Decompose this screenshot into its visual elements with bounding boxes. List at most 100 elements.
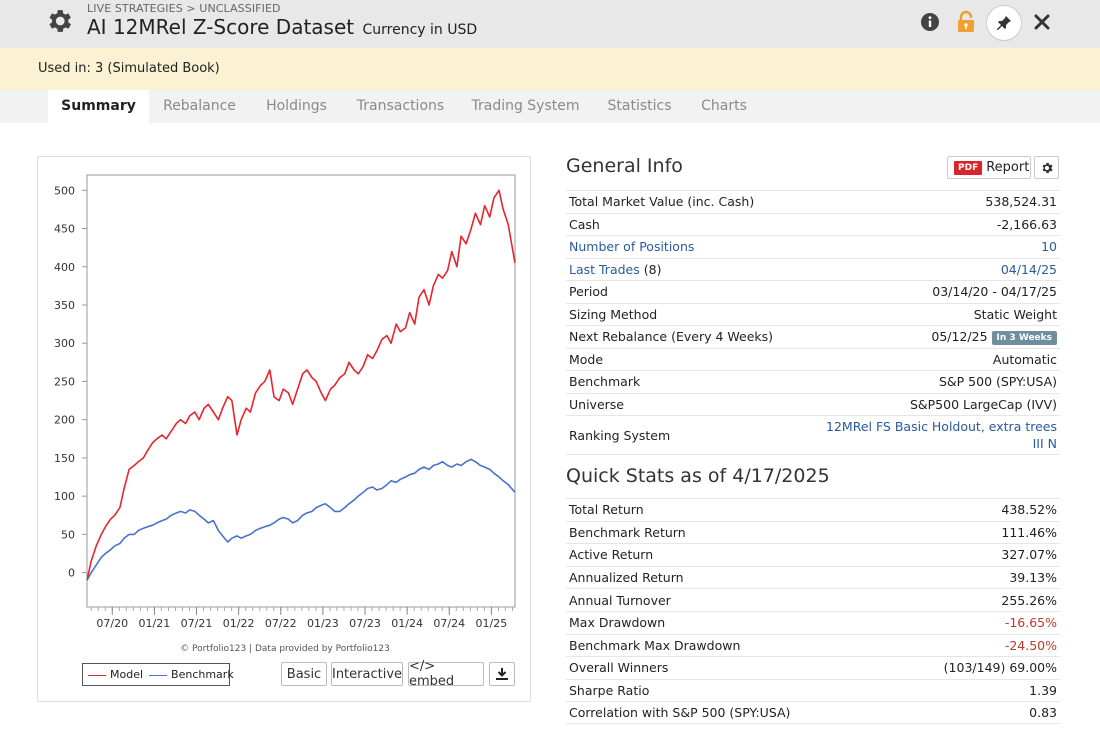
status-badge: In 3 Weeks [991,330,1057,345]
currency-label: Currency in USD [362,22,478,38]
y-tick-label: 350 [54,299,75,312]
legend-swatch-benchmark [149,674,168,676]
y-tick-label: 400 [54,261,75,274]
row-label: Last Trades (8) [569,262,661,277]
tab-charts[interactable]: Charts [701,98,747,114]
x-tick-label: 01/24 [391,617,423,630]
tab-summary[interactable]: Summary [48,90,149,123]
settings-button[interactable] [1034,156,1059,179]
row-label: Active Return [569,547,654,563]
row-label: Sharpe Ratio [569,683,650,699]
row-label: Benchmark Max Drawdown [569,637,741,653]
x-tick-label: 07/22 [265,617,297,630]
page-title: AI 12MRel Z-Score Dataset Currency in US… [87,15,477,39]
row-label: Annualized Return [569,570,684,586]
used-in-bar: Used in: 3 (Simulated Book) [0,48,1100,90]
legend-label-benchmark: Benchmark [171,668,234,681]
series-line-benchmark [86,458,516,581]
row-label: Overall Winners [569,660,669,676]
row-label: Benchmark Return [569,524,686,540]
row-value: S&P 500 (SPY:USA) [938,374,1057,390]
table-row: Period 03/14/20 - 04/17/25 [566,280,1060,303]
x-tick-label: 01/22 [223,617,255,630]
quick-stats-table: Total Return 438.52% Benchmark Return 11… [566,498,1060,724]
legend-label-model: Model [110,668,144,681]
number-of-positions-link[interactable]: Number of Positions [569,239,695,255]
tab-rebalance[interactable]: Rebalance [163,98,236,114]
last-trades-link[interactable]: Last Trades [569,261,640,277]
tab-bar: Summary Rebalance Holdings Transactions … [0,90,1100,123]
ranking-system-link[interactable]: 12MRel FS Basic Holdout, extra trees III … [826,418,1057,452]
pdf-icon: PDF [954,160,983,175]
positions-count-link[interactable]: 10 [1041,239,1057,255]
close-icon[interactable] [1028,8,1056,36]
row-value: Automatic [992,351,1057,367]
row-value: 05/12/25 In 3 Weeks [931,329,1057,345]
row-label: Mode [569,351,604,367]
x-tick-label: 01/25 [476,617,508,630]
performance-chart[interactable]: 0 50 100 150 200 250 300 350 400 450 500 07/20 01/21… [38,157,532,641]
y-tick-label: 0 [68,567,75,580]
strategy-name: AI 12MRel Z-Score Dataset [87,15,355,39]
y-tick-label: 50 [61,528,75,541]
ranking-system-name-cont: III N [1032,436,1057,451]
row-value: 327.07% [1001,547,1057,563]
gear-icon [1042,162,1053,173]
used-in-text[interactable]: Used in: 3 (Simulated Book) [38,61,220,76]
row-label: Sizing Method [569,306,658,322]
row-label: Correlation with S&P 500 (SPY:USA) [569,705,791,721]
table-row: Sizing Method Static Weight [566,302,1060,326]
tab-trading-system[interactable]: Trading System [471,98,580,114]
y-tick-label: 200 [54,414,75,427]
row-value: 1.39 [1029,683,1057,699]
row-value: -16.65% [1004,615,1057,631]
row-value: 538,524.31 [985,194,1057,210]
performance-chart-panel: 0 50 100 150 200 250 300 350 400 450 500 07/20 01/21… [37,156,531,702]
tab-transactions[interactable]: Transactions [356,98,445,114]
table-row: Annual Turnover 255.26% [566,588,1060,611]
table-row: Correlation with S&P 500 (SPY:USA) 0.83 [566,701,1060,724]
table-row: Sharpe Ratio 1.39 [566,678,1060,702]
row-value: (103/149) 69.00% [943,660,1057,676]
interactive-button[interactable]: Interactive [331,662,403,686]
chart-credits: © Portfolio123 | Data provided by Portfo… [180,644,390,654]
row-label: Max Drawdown [569,615,666,631]
row-value: 255.26% [1001,592,1057,608]
row-value: Static Weight [973,306,1057,322]
x-tick-label: 01/23 [307,617,339,630]
tab-holdings[interactable]: Holdings [266,98,327,114]
y-tick-label: 450 [54,223,75,236]
row-label: Benchmark [569,374,641,390]
x-tick-label: 07/20 [96,617,128,630]
lock-icon[interactable] [952,8,980,36]
last-trades-date-link[interactable]: 04/14/25 [1000,261,1057,277]
legend-item-model[interactable]: Model [88,668,143,681]
row-label: Total Return [569,502,644,518]
basic-button[interactable]: Basic [281,662,327,686]
table-row: Total Market Value (inc. Cash) 538,524.3… [566,190,1060,213]
x-tick-label: 07/24 [433,617,465,630]
tab-statistics[interactable]: Statistics [607,98,672,114]
next-rebalance-date: 05/12/25 [931,328,988,344]
x-tick-label: 01/21 [139,617,171,630]
row-value: 0.83 [1029,705,1057,721]
legend-item-benchmark[interactable]: Benchmark [149,668,234,681]
download-button[interactable] [489,662,515,686]
series-line-model [86,189,516,581]
general-info-table: Total Market Value (inc. Cash) 538,524.3… [566,190,1060,455]
table-row: Last Trades (8) 04/14/25 [566,257,1060,281]
embed-button[interactable]: </> embed [408,659,484,689]
quick-stats-title: Quick Stats as of 4/17/2025 [566,465,830,487]
table-row: Overall Winners (103/149) 69.00% [566,656,1060,679]
info-icon[interactable] [916,8,944,36]
row-value: -24.50% [1004,637,1057,653]
y-tick-label: 300 [54,337,75,350]
breadcrumb[interactable]: LIVE STRATEGIES > UNCLASSIFIED [87,2,281,15]
report-label: Report [986,160,1030,175]
plot-border [86,174,516,608]
report-button[interactable]: PDF Report [947,156,1031,179]
table-row: Active Return 327.07% [566,543,1060,566]
gear-icon[interactable] [44,6,74,36]
pin-icon[interactable] [986,5,1022,41]
x-tick-label: 07/21 [181,617,213,630]
